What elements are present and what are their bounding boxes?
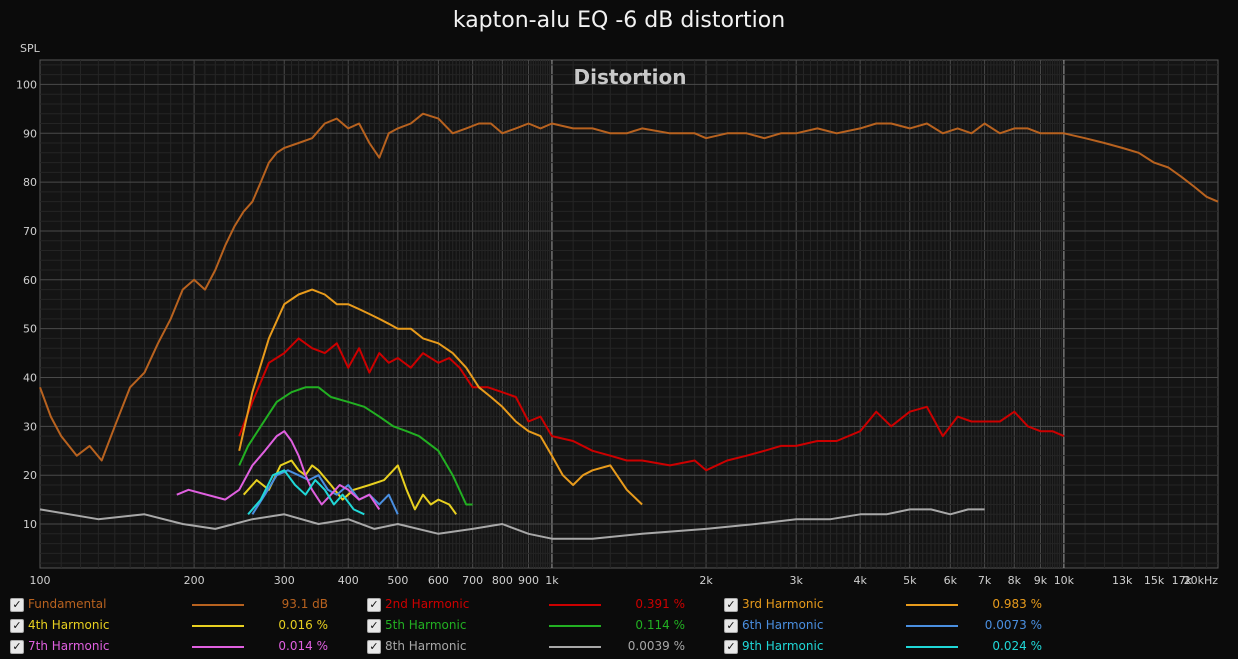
x-tick-label: 13k (1112, 574, 1133, 587)
legend-item-7th-harmonic[interactable]: ✓ 7th Harmonic 0.014 % (8, 639, 358, 659)
series-line-5th-harmonic (238, 386, 473, 506)
legend-swatch (192, 646, 244, 648)
legend-value: 0.114 % (635, 618, 685, 632)
legend-item-2nd-harmonic[interactable]: ✓ 2nd Harmonic 0.391 % (365, 597, 715, 617)
legend-checkbox[interactable]: ✓ (10, 619, 24, 633)
legend-checkbox[interactable]: ✓ (10, 598, 24, 612)
legend-label: 7th Harmonic (28, 639, 110, 653)
legend-item-3rd-harmonic[interactable]: ✓ 3rd Harmonic 0.983 % (722, 597, 1072, 617)
distortion-chart: 10 20 30 40 50 60 70 80 90 100 100 200 300 400 500 600 7… (16, 59, 1219, 587)
y-tick-label: 10 (23, 518, 37, 531)
x-tick-label: 8k (1008, 574, 1022, 587)
legend-checkbox[interactable]: ✓ (367, 640, 381, 654)
legend-label: 4th Harmonic (28, 618, 110, 632)
y-tick-label: 40 (23, 372, 37, 385)
x-tick-label: 15k (1144, 574, 1165, 587)
legend-value: 0.0073 % (984, 618, 1042, 632)
legend-value: 0.014 % (278, 639, 328, 653)
legend-swatch (192, 604, 244, 606)
series-line-8th-harmonic (39, 508, 985, 540)
x-tick-label: 17k (1172, 574, 1193, 587)
legend-item-9th-harmonic[interactable]: ✓ 9th Harmonic 0.024 % (722, 639, 1072, 659)
x-tick-label: 700 (462, 574, 483, 587)
x-tick-label: 500 (387, 574, 408, 587)
series-line-9th-harmonic (247, 469, 365, 516)
x-tick-label: 400 (338, 574, 359, 587)
y-tick-label: 100 (16, 78, 37, 91)
x-tick-label: 5k (903, 574, 917, 587)
series-line-6th-harmonic (251, 469, 399, 515)
x-tick-label: 100 (30, 574, 51, 587)
legend-checkbox[interactable]: ✓ (724, 598, 738, 612)
legend-checkbox[interactable]: ✓ (724, 640, 738, 654)
legend-value: 0.016 % (278, 618, 328, 632)
x-tick-label: 10k (1054, 574, 1075, 587)
legend-swatch (906, 604, 958, 606)
chart-title: kapton-alu EQ -6 dB distortion (452, 8, 786, 33)
series-line-3rd-harmonic (238, 288, 643, 506)
y-tick-label: 90 (23, 127, 37, 140)
x-tick-label: 300 (274, 574, 295, 587)
legend-item-6th-harmonic[interactable]: ✓ 6th Harmonic 0.0073 % (722, 618, 1072, 638)
y-tick-label: 60 (23, 274, 37, 287)
x-tick-label: 9k (1034, 574, 1048, 587)
x-tick-label: 600 (428, 574, 449, 587)
legend-value: 93.1 dB (281, 597, 328, 611)
x-tick-label: 800 (492, 574, 513, 587)
legend-item-5th-harmonic[interactable]: ✓ 5th Harmonic 0.114 % (365, 618, 715, 638)
y-tick-label: 30 (23, 420, 37, 433)
series-line-4th-harmonic (242, 459, 458, 515)
series-line-7th-harmonic (176, 430, 381, 510)
x-tick-label: 200 (184, 574, 205, 587)
legend-label: 2nd Harmonic (385, 597, 470, 611)
y-tick-label: 50 (23, 323, 37, 336)
legend-swatch (906, 646, 958, 648)
x-tick-label: 900 (518, 574, 539, 587)
legend-swatch (549, 604, 601, 606)
y-tick-label: 20 (23, 469, 37, 482)
legend-label: 5th Harmonic (385, 618, 467, 632)
x-tick-label: 4k (853, 574, 867, 587)
legend-item-4th-harmonic[interactable]: ✓ 4th Harmonic 0.016 % (8, 618, 358, 638)
legend-swatch (192, 625, 244, 627)
legend-checkbox[interactable]: ✓ (724, 619, 738, 633)
y-axis-label: SPL (20, 42, 40, 55)
x-tick-label: 2k (699, 574, 713, 587)
x-tick-label: 6k (944, 574, 958, 587)
y-tick-label: 70 (23, 225, 37, 238)
legend-value: 0.391 % (635, 597, 685, 611)
legend-checkbox[interactable]: ✓ (367, 598, 381, 612)
plot-area (39, 59, 1219, 569)
series-line-fundamental (39, 112, 1219, 462)
legend-label: 8th Harmonic (385, 639, 467, 653)
legend-label: 3rd Harmonic (742, 597, 824, 611)
legend-checkbox[interactable]: ✓ (10, 640, 24, 654)
legend-label: Fundamental (28, 597, 107, 611)
x-tick-label: 1k (545, 574, 559, 587)
legend-value: 0.983 % (992, 597, 1042, 611)
series-line-2nd-harmonic (238, 337, 1065, 472)
y-tick-label: 80 (23, 176, 37, 189)
legend-item-8th-harmonic[interactable]: ✓ 8th Harmonic 0.0039 % (365, 639, 715, 659)
legend-label: 9th Harmonic (742, 639, 824, 653)
x-tick-label: 20kHz (1184, 574, 1219, 587)
chart-subtitle: Distortion (574, 65, 687, 89)
x-tick-label: 3k (790, 574, 804, 587)
legend-value: 0.0039 % (627, 639, 685, 653)
legend-label: 6th Harmonic (742, 618, 824, 632)
legend-value: 0.024 % (992, 639, 1042, 653)
legend-swatch (549, 625, 601, 627)
legend-item-fundamental[interactable]: ✓ Fundamental 93.1 dB (8, 597, 358, 617)
legend-checkbox[interactable]: ✓ (367, 619, 381, 633)
legend-swatch (549, 646, 601, 648)
x-tick-label: 7k (978, 574, 992, 587)
legend-swatch (906, 625, 958, 627)
